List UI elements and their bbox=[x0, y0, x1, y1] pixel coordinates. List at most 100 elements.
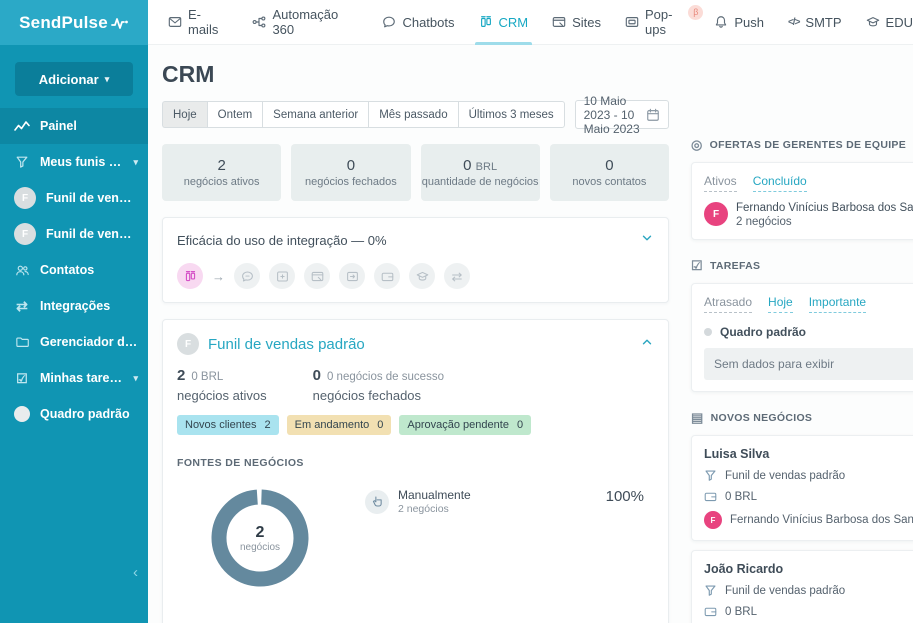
stats-row: 2 negócios ativos 0 negócios fechados 0 … bbox=[162, 144, 669, 201]
sites-integration-icon[interactable] bbox=[304, 263, 330, 289]
sidebar-item-funil-2[interactable]: F Funil de vendas pa... bbox=[0, 216, 148, 252]
tasks-section-header: ☑ TAREFAS bbox=[691, 258, 761, 273]
swap-arrows-icon: ⇄ bbox=[16, 298, 28, 314]
popup-window-icon bbox=[625, 15, 639, 29]
funnel-stat-active: 2 0 BRL negócios ativos bbox=[177, 367, 267, 403]
date-filter-group: Hoje Ontem Semana anterior Mês passado Ú… bbox=[162, 101, 565, 128]
transfer-integration-icon[interactable]: ⇄ bbox=[444, 263, 470, 289]
graduation-cap-icon bbox=[866, 15, 880, 29]
envelope-icon bbox=[168, 15, 182, 29]
automation-integration-icon[interactable] bbox=[269, 263, 295, 289]
filter-row: Hoje Ontem Semana anterior Mês passado Ú… bbox=[162, 94, 669, 136]
sources-section-title: FONTES DE NEGÓCIOS bbox=[177, 457, 304, 469]
filter-ontem[interactable]: Ontem bbox=[206, 101, 263, 128]
tasks-tabs: Atrasado Hoje Importante bbox=[704, 295, 913, 313]
popup-integration-icon[interactable] bbox=[339, 263, 365, 289]
donut-legend-item: Manualmente 2 negócios bbox=[365, 488, 471, 515]
sidebar-collapse-button[interactable]: ‹ bbox=[133, 564, 138, 581]
nav-chatbots[interactable]: Chatbots bbox=[382, 0, 455, 45]
add-button[interactable]: Adicionar ▾ bbox=[15, 62, 133, 96]
filter-semana-anterior[interactable]: Semana anterior bbox=[262, 101, 369, 128]
contacts-icon bbox=[14, 263, 30, 277]
sidebar-item-minhas-tarefas[interactable]: ☑ Minhas tarefas ▾ bbox=[0, 360, 148, 396]
nav-edu[interactable]: EDU bbox=[866, 0, 913, 45]
tasks-empty-state: Sem dados para exibir bbox=[704, 348, 913, 380]
crm-integration-icon[interactable] bbox=[177, 263, 203, 289]
tasks-board-row[interactable]: Quadro padrão bbox=[704, 325, 913, 339]
funnel-name-link[interactable]: Funil de vendas padrão bbox=[208, 335, 365, 353]
date-range-input[interactable]: 10 Maio 2023 - 10 Maio 2023 bbox=[574, 94, 669, 136]
stat-new-contacts: 0 novos contatos bbox=[549, 144, 669, 201]
chatbots-integration-icon[interactable] bbox=[234, 263, 260, 289]
wallet-icon bbox=[704, 490, 717, 503]
deal-card-luisa-silva[interactable]: Luisa Silva Funil de vendas padrão 0 BRL… bbox=[691, 435, 913, 541]
filter-mes-passado[interactable]: Mês passado bbox=[368, 101, 458, 128]
funnel-panel: F Funil de vendas padrão 2 0 BRL negócio… bbox=[162, 319, 669, 623]
tab-concluido[interactable]: Concluído bbox=[752, 174, 807, 192]
badge-em-andamento[interactable]: Em andamento 0 bbox=[286, 415, 392, 435]
sidebar-item-funil-1[interactable]: F Funil de vendas pa... bbox=[0, 180, 148, 216]
calendar-icon bbox=[646, 108, 660, 122]
stat-deal-amount: 0 BRL quantidade de negócios bbox=[420, 144, 540, 201]
nav-automacao-360[interactable]: Automação 360 bbox=[252, 0, 358, 45]
sidebar-item-integracoes[interactable]: ⇄ Integrações bbox=[0, 288, 148, 324]
nav-crm[interactable]: CRM bbox=[474, 0, 533, 45]
funnel-avatar: F bbox=[14, 223, 36, 245]
main-nav: E-mails Automação 360 Chatbots CRM Sites bbox=[148, 0, 913, 45]
deal-card-joao-ricardo[interactable]: João Ricardo Funil de vendas padrão 0 BR… bbox=[691, 550, 913, 623]
tab-atrasado[interactable]: Atrasado bbox=[704, 295, 753, 313]
nav-sites[interactable]: Sites bbox=[552, 0, 601, 45]
funnel-avatar: F bbox=[14, 187, 36, 209]
tab-hoje[interactable]: Hoje bbox=[768, 295, 793, 313]
integration-icons-row: → ⇄ bbox=[177, 263, 654, 289]
owner-avatar: F bbox=[704, 511, 722, 529]
right-column: ◎ OFERTAS DE GERENTES DE EQUIPE Ativos C… bbox=[681, 45, 913, 623]
payments-integration-icon[interactable] bbox=[374, 263, 400, 289]
offers-tabs: Ativos Concluído bbox=[704, 174, 913, 192]
offers-section-header: ◎ OFERTAS DE GERENTES DE EQUIPE bbox=[691, 137, 907, 152]
tab-ativos[interactable]: Ativos bbox=[704, 174, 737, 192]
integration-title: Eficácia do uso de integração — 0% bbox=[177, 233, 387, 248]
chevron-down-icon: ▾ bbox=[133, 372, 138, 383]
nav-smtp[interactable]: </> SMTP bbox=[787, 14, 842, 30]
sidebar-item-contatos[interactable]: Contatos bbox=[0, 252, 148, 288]
funnel-icon bbox=[704, 584, 717, 597]
list-board-icon: ▤ bbox=[691, 410, 704, 425]
sidebar-item-gerenciador[interactable]: Gerenciador de ar... bbox=[0, 324, 148, 360]
funnel-icon bbox=[704, 469, 717, 482]
chevron-down-icon[interactable] bbox=[640, 231, 654, 250]
main-column: CRM Hoje Ontem Semana anterior Mês passa… bbox=[148, 45, 681, 623]
bell-icon bbox=[714, 15, 728, 29]
brand-logo[interactable]: SendPulse bbox=[0, 0, 148, 45]
folder-icon bbox=[14, 335, 30, 349]
browser-icon bbox=[552, 15, 566, 29]
sidebar-item-meus-funis[interactable]: Meus funis de ven... ▾ bbox=[0, 144, 148, 180]
chevron-down-icon: ▾ bbox=[104, 73, 110, 84]
filter-hoje[interactable]: Hoje bbox=[162, 101, 207, 128]
tasks-card: Atrasado Hoje Importante Quadro padrão S… bbox=[691, 283, 913, 392]
chevron-up-icon[interactable] bbox=[640, 335, 654, 354]
nav-popups[interactable]: Pop-ups β bbox=[625, 0, 704, 45]
check-square-icon: ☑ bbox=[691, 258, 703, 273]
integration-panel-header: Eficácia do uso de integração — 0% bbox=[177, 231, 654, 250]
manager-row[interactable]: F Fernando Vinícius Barbosa dos Sa... 0 … bbox=[704, 202, 913, 228]
brand-name: SendPulse bbox=[19, 12, 108, 32]
badge-novos-clientes[interactable]: Novos clientes 2 bbox=[177, 415, 279, 435]
filter-ultimos-3-meses[interactable]: Últimos 3 meses bbox=[457, 101, 565, 128]
tab-importante[interactable]: Importante bbox=[808, 295, 867, 313]
sources-donut-chart: 2 negócios bbox=[205, 483, 315, 593]
pulse-logo-icon bbox=[110, 16, 129, 30]
badge-aprovacao-pendente[interactable]: Aprovação pendente 0 bbox=[399, 415, 532, 435]
sidebar-item-painel[interactable]: Painel bbox=[0, 108, 148, 144]
new-deals-section-header: ▤ NOVOS NEGÓCIOS bbox=[691, 410, 813, 425]
sidebar-item-quadro-padrao[interactable]: Quadro padrão bbox=[0, 396, 148, 432]
arrow-right-icon: → bbox=[212, 268, 225, 284]
integration-panel: Eficácia do uso de integração — 0% → ⇄ bbox=[162, 217, 669, 303]
automation-flow-icon bbox=[252, 15, 266, 29]
beta-badge: β bbox=[688, 4, 704, 20]
edu-integration-icon[interactable] bbox=[409, 263, 435, 289]
stage-badges: Novos clientes 2 Em andamento 0 Aprovação … bbox=[177, 415, 654, 435]
nav-push[interactable]: Push bbox=[714, 0, 764, 45]
pulse-chart-icon bbox=[14, 119, 30, 133]
nav-emails[interactable]: E-mails bbox=[168, 0, 228, 45]
